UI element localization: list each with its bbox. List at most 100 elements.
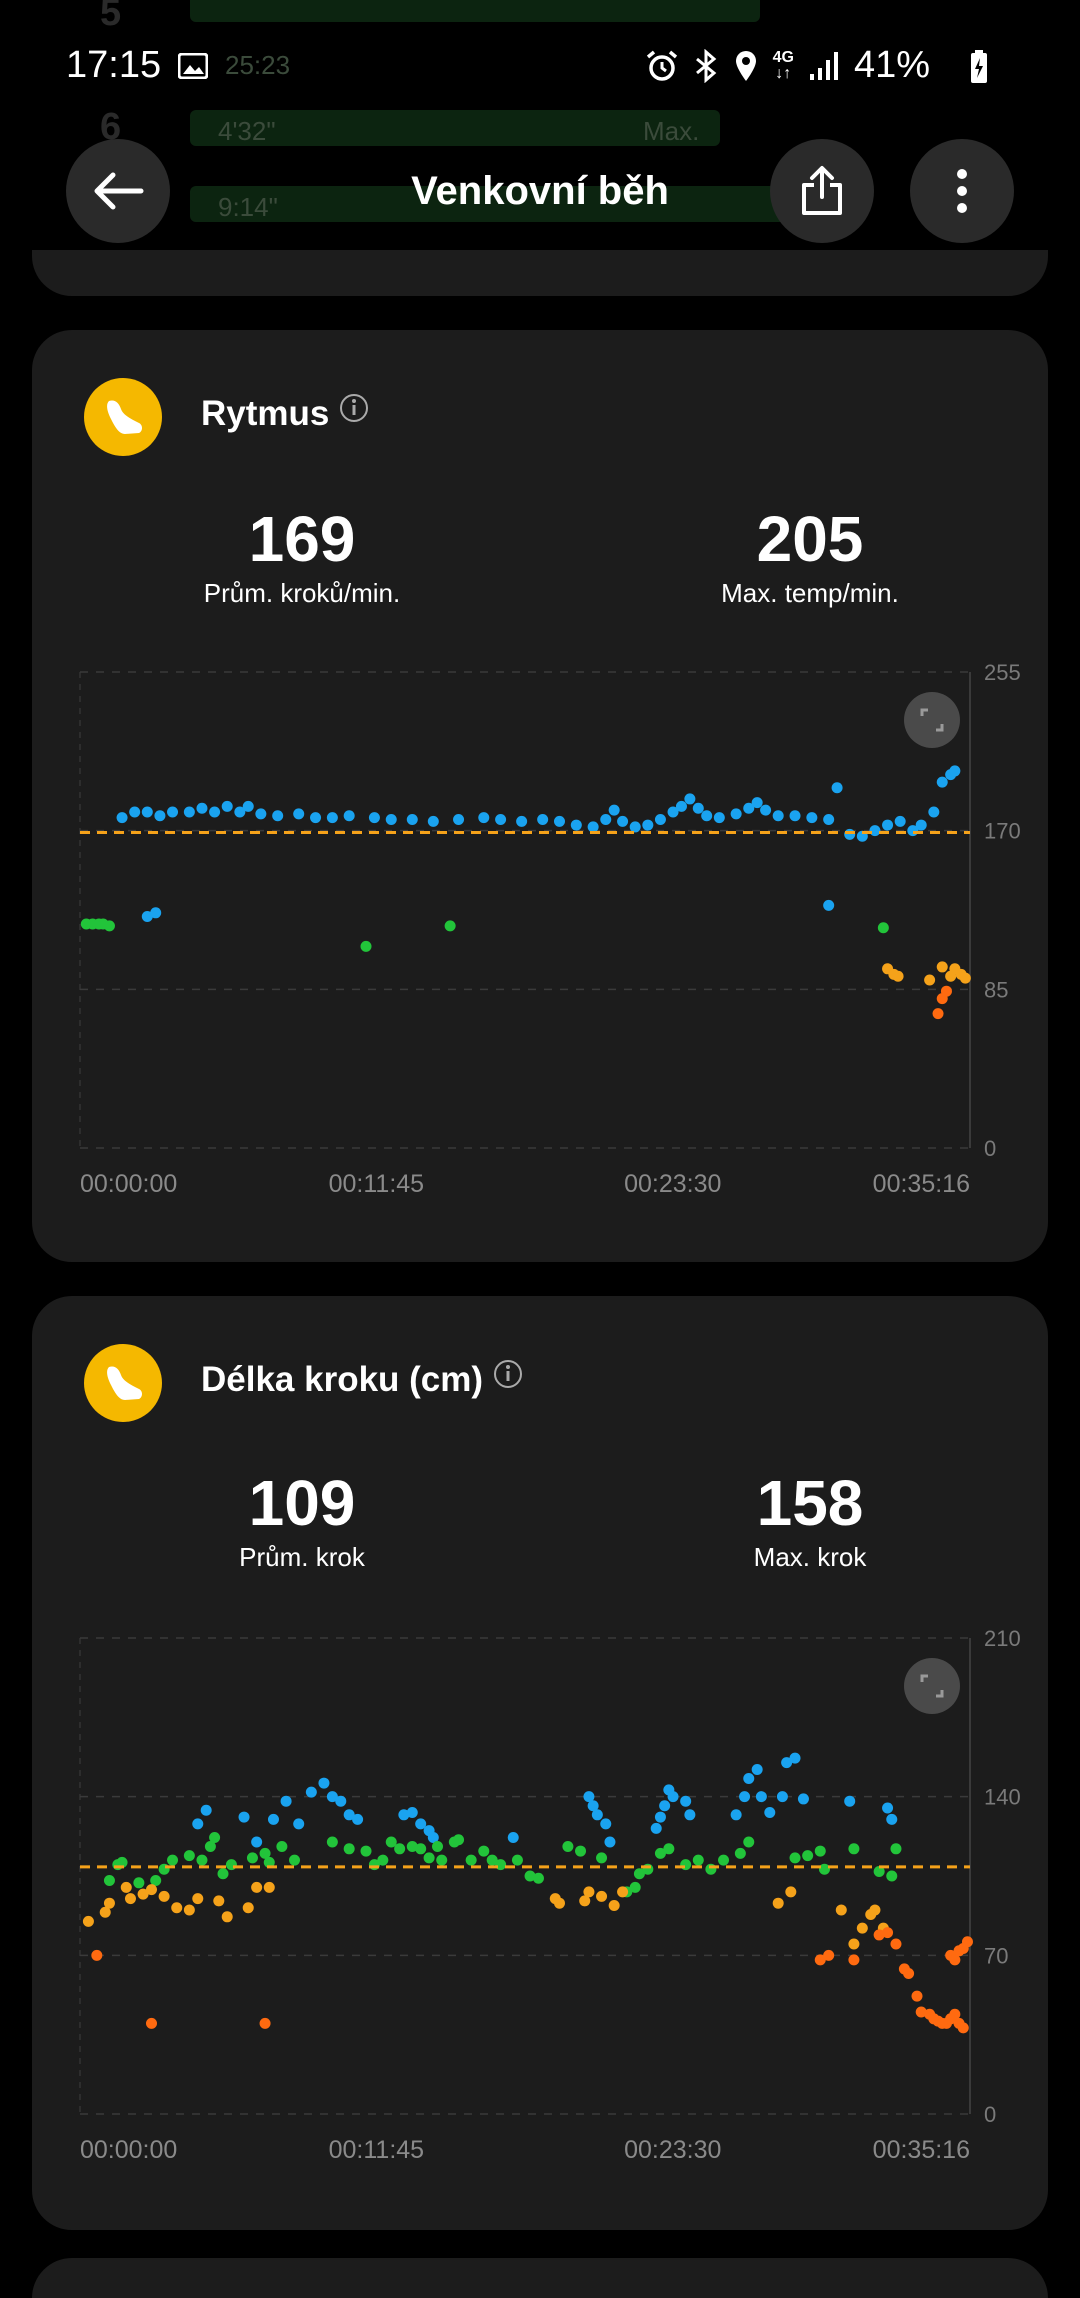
data-point: [940, 985, 952, 997]
data-point: [150, 907, 162, 919]
info-icon[interactable]: [493, 1358, 523, 1398]
data-point: [617, 815, 629, 827]
data-point: [886, 1870, 898, 1882]
data-point: [789, 810, 801, 822]
data-point: [924, 974, 936, 986]
data-point: [478, 812, 490, 824]
stat-value: 205: [756, 503, 864, 575]
data-point: [873, 1929, 885, 1941]
data-point: [276, 1841, 288, 1853]
data-point: [663, 1843, 675, 1855]
data-point: [633, 1868, 645, 1880]
data-point: [789, 1752, 801, 1764]
data-point: [772, 810, 784, 822]
cadence-chart: 0 85 170 255 00:00:00 00:11:45 00:23:30 00:35:1…: [32, 660, 1048, 1220]
stat-label: Prům. kroků/min.: [203, 578, 401, 608]
stat-label: Prům. krok: [239, 1542, 365, 1572]
data-point: [267, 1813, 279, 1825]
x-tick-label: 00:11:45: [329, 2136, 424, 2164]
data-point: [890, 1843, 902, 1855]
data-point: [882, 1927, 894, 1939]
data-point: [600, 813, 612, 825]
data-point: [310, 812, 322, 824]
avg-cadence-stat: 169 Prům. kroků/min.: [172, 502, 432, 609]
back-button[interactable]: [66, 139, 170, 243]
data-point: [739, 1791, 751, 1803]
info-icon[interactable]: [339, 392, 369, 432]
data-point: [486, 1854, 498, 1866]
data-point: [478, 1845, 490, 1857]
data-point: [835, 1904, 847, 1916]
expand-icon[interactable]: [904, 692, 960, 748]
data-point: [587, 821, 599, 833]
x-tick-label: 00:35:16: [873, 2136, 970, 2164]
data-point: [234, 806, 246, 818]
data-point: [192, 1893, 204, 1905]
data-point: [869, 1904, 881, 1916]
data-point: [213, 1895, 225, 1907]
data-point: [936, 961, 948, 973]
data-point: [183, 1904, 195, 1916]
data-point: [882, 819, 894, 831]
status-icons: 4G ↓↑ 41%: [645, 44, 930, 87]
data-point: [91, 1949, 103, 1961]
data-point: [146, 2017, 158, 2029]
data-point: [734, 1847, 746, 1859]
data-point: [427, 1831, 439, 1843]
data-point: [326, 1836, 338, 1848]
alarm-icon: [646, 50, 677, 81]
shoe-icon: [107, 400, 142, 434]
data-point: [797, 1793, 809, 1805]
network-type: 4G ↓↑: [772, 48, 794, 82]
cadence-card: Rytmus 169 Prům. kroků/min. 205 Max. tem…: [32, 330, 1048, 1262]
data-point: [684, 1809, 696, 1821]
data-point: [204, 1841, 216, 1853]
data-point: [823, 1949, 835, 1961]
max-stride-stat: 158 Max. krok: [670, 1466, 950, 1573]
data-point: [150, 1875, 162, 1887]
data-point: [802, 1850, 814, 1862]
data-point: [789, 1852, 801, 1864]
ghost-row-number: 6: [100, 106, 122, 148]
share-button[interactable]: [770, 139, 874, 243]
data-point: [415, 1843, 427, 1855]
data-point: [141, 911, 153, 923]
data-point: [755, 1791, 767, 1803]
data-point: [507, 1831, 519, 1843]
data-point: [562, 1841, 574, 1853]
location-icon: [735, 50, 756, 81]
signal-icon: [809, 51, 838, 80]
y-tick-label: 170: [984, 819, 1021, 844]
data-point: [583, 1886, 595, 1898]
more-options-button[interactable]: [910, 139, 1014, 243]
data-point: [360, 1845, 372, 1857]
data-point: [183, 806, 195, 818]
data-point: [116, 812, 128, 824]
data-point: [133, 1877, 145, 1889]
expand-icon[interactable]: [904, 1658, 960, 1714]
data-point: [949, 2008, 961, 2020]
data-point: [196, 802, 208, 814]
data-point: [650, 1822, 662, 1834]
shoe-badge: [84, 378, 162, 456]
data-point: [103, 920, 115, 932]
data-point: [129, 806, 141, 818]
data-point: [217, 1868, 229, 1880]
status-bar: 17:15 4G ↓↑ 41%: [0, 0, 1080, 135]
y-tick-label: 0: [984, 1136, 996, 1161]
data-point: [532, 1872, 544, 1884]
data-point: [776, 1791, 788, 1803]
data-point: [730, 1809, 742, 1821]
data-point: [591, 1809, 603, 1821]
data-point: [385, 813, 397, 825]
data-point: [225, 1859, 237, 1871]
data-point: [553, 1897, 565, 1909]
data-point: [436, 1854, 448, 1866]
data-point: [444, 920, 456, 932]
data-point: [537, 813, 549, 825]
y-tick-label: 140: [984, 1785, 1021, 1810]
data-point: [360, 940, 372, 952]
data-point: [293, 1818, 305, 1830]
data-point: [453, 813, 465, 825]
data-point: [642, 1863, 654, 1875]
